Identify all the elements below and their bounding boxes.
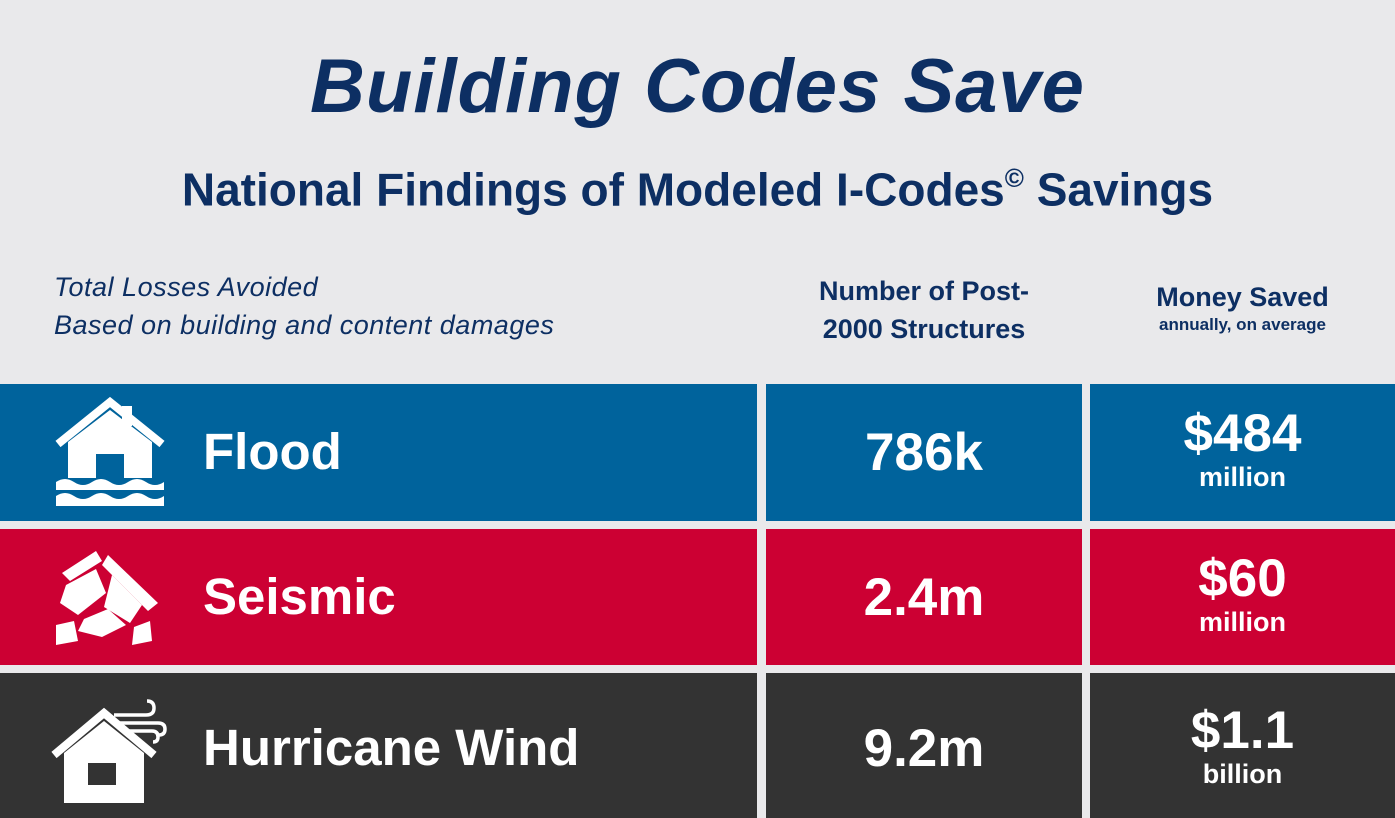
losses-column-header: Total Losses Avoided Based on building a… xyxy=(54,268,554,344)
money-unit-seismic: million xyxy=(1199,607,1286,637)
seismic-row: Seismic 2.4m $60 million xyxy=(0,529,1395,665)
hazard-label-flood: Flood xyxy=(203,423,342,480)
flooded-house-icon xyxy=(55,396,165,506)
page-subtitle: National Findings of Modeled I-Codes© Sa… xyxy=(0,150,1395,219)
wind-money-cell: $1.1 billion xyxy=(1090,673,1395,818)
money-header-sub: annually, on average xyxy=(1159,315,1326,334)
money-amount-hurricane-wind: $1.1 xyxy=(1190,701,1295,760)
wind-hazard-cell: Hurricane Wind xyxy=(0,673,757,818)
flood-structures-cell: 786k xyxy=(766,384,1082,521)
hazard-label-hurricane-wind: Hurricane Wind xyxy=(203,719,580,776)
money-header-main: Money Saved xyxy=(1156,282,1329,312)
seismic-hazard-cell: Seismic xyxy=(0,529,757,665)
money-saved-hurricane-wind: $1.1 billion xyxy=(1090,701,1395,790)
copyright-mark: © xyxy=(1004,163,1024,193)
flood-money-cell: $484 million xyxy=(1090,384,1395,521)
money-saved-flood: $484 million xyxy=(1090,404,1395,493)
collapsed-building-icon xyxy=(56,551,158,645)
wind-structures-cell: 9.2m xyxy=(766,673,1082,818)
structures-header-line2: 2000 Structures xyxy=(822,314,1026,344)
money-amount-seismic: $60 xyxy=(1198,549,1287,608)
money-amount-flood: $484 xyxy=(1183,404,1302,463)
page-title: Building Codes Save xyxy=(310,44,1085,129)
flood-row: Flood 786k $484 million xyxy=(0,384,1395,521)
hurricane-wind-row: Hurricane Wind 9.2m $1.1 billion xyxy=(0,673,1395,818)
structures-count-hurricane-wind: 9.2m xyxy=(863,719,985,778)
money-unit-hurricane-wind: billion xyxy=(1202,759,1283,789)
losses-header-line2: Based on building and content damages xyxy=(54,310,555,340)
hazard-label-seismic: Seismic xyxy=(203,568,396,625)
money-unit-flood: million xyxy=(1199,462,1286,492)
structures-column-header: Number of Post- 2000 Structures xyxy=(766,272,1082,348)
subtitle-end: Savings xyxy=(1023,163,1214,216)
seismic-structures-cell: 2.4m xyxy=(766,529,1082,665)
structures-count-flood: 786k xyxy=(865,423,983,482)
seismic-money-cell: $60 million xyxy=(1090,529,1395,665)
losses-header-line1: Total Losses Avoided xyxy=(54,272,319,302)
structures-count-seismic: 2.4m xyxy=(863,568,985,627)
flood-hazard-cell: Flood xyxy=(0,384,757,521)
money-saved-seismic: $60 million xyxy=(1090,549,1395,638)
structures-header-line1: Number of Post- xyxy=(818,276,1029,306)
money-column-header: Money Saved annually, on average xyxy=(1090,280,1395,336)
wind-house-icon xyxy=(51,699,167,803)
subtitle-text: National Findings of Modeled I-Codes xyxy=(181,163,1005,216)
